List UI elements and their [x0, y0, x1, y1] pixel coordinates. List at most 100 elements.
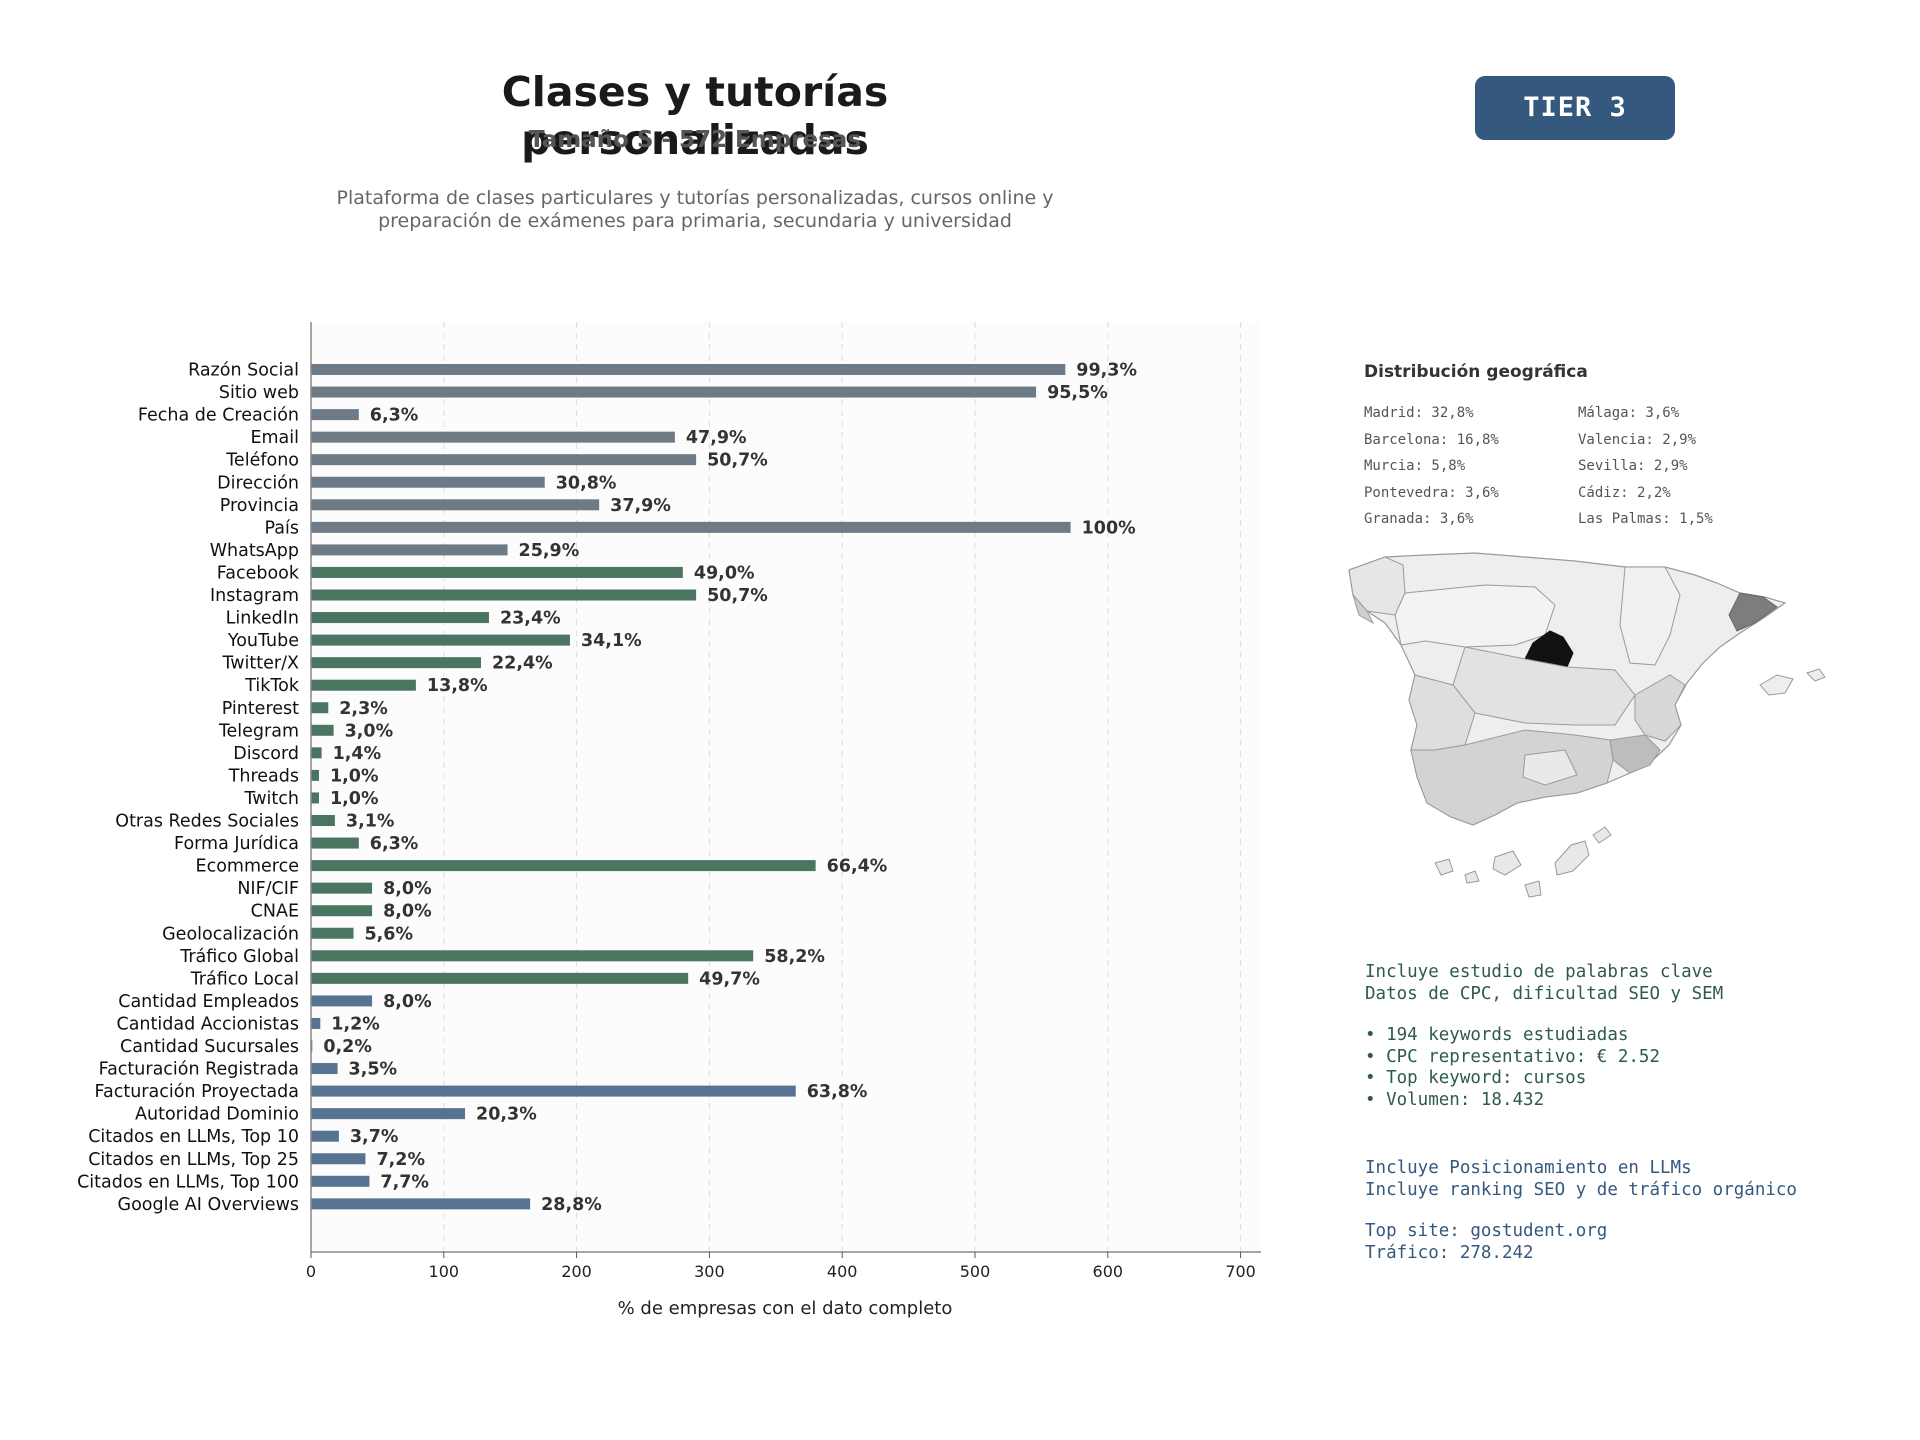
value-label: 58,2% [764, 947, 825, 967]
value-label: 7,2% [376, 1150, 425, 1170]
spain-map [1348, 552, 1826, 898]
bar [311, 702, 329, 714]
bar [311, 927, 354, 939]
category-label: Pinterest [222, 699, 299, 719]
value-label: 63,8% [807, 1082, 868, 1102]
bar [311, 950, 754, 962]
geo-item: Murcia: 5,8% [1364, 458, 1466, 474]
x-tick-label: 300 [694, 1262, 725, 1281]
value-label: 49,0% [694, 563, 755, 583]
region-granada [1522, 749, 1578, 786]
page-subtitle: Tamaño S - 572 Empresas [528, 127, 862, 153]
bar [311, 679, 416, 691]
keywords-info: Incluye estudio de palabras clave Datos d… [1365, 962, 1723, 1111]
category-label: Cantidad Empleados [118, 992, 299, 1012]
value-label: 100% [1082, 518, 1136, 538]
bar [311, 995, 373, 1007]
category-label: Facebook [217, 563, 300, 583]
bar [311, 544, 508, 556]
x-tick-label: 700 [1225, 1262, 1256, 1281]
value-label: 20,3% [476, 1105, 537, 1125]
geo-item: Valencia: 2,9% [1578, 431, 1697, 448]
bar [311, 1085, 796, 1097]
value-label: 50,7% [707, 586, 768, 606]
bar [311, 860, 816, 872]
bar [311, 1198, 531, 1210]
category-label: Fecha de Creación [138, 406, 299, 426]
geo-item: Cádiz: 2,2% [1578, 484, 1671, 501]
region-baleares [1759, 668, 1826, 696]
category-label: Autoridad Dominio [135, 1105, 299, 1125]
category-label: Ecommerce [196, 857, 299, 877]
page-description: Plataforma de clases particulares y tuto… [336, 187, 1054, 232]
value-label: 3,7% [350, 1127, 399, 1147]
bar [311, 837, 359, 849]
value-label: 34,1% [581, 631, 642, 651]
bar [311, 882, 373, 894]
category-label: Teléfono [225, 451, 299, 471]
value-label: 1,4% [333, 744, 382, 764]
value-label: 3,0% [345, 721, 394, 741]
value-label: 47,9% [686, 428, 747, 448]
category-label: YouTube [227, 631, 299, 651]
category-label: Cantidad Accionistas [116, 1014, 299, 1034]
value-label: 66,4% [827, 857, 888, 877]
value-label: 50,7% [707, 451, 768, 471]
spacer [1365, 1005, 1723, 1025]
category-label: Citados en LLMs, Top 25 [88, 1150, 299, 1170]
bar [311, 364, 1066, 375]
category-label: Twitch [243, 789, 299, 809]
value-label: 37,9% [610, 496, 671, 516]
x-ticks: 0 100 200 300 400 500 600 700 [306, 1252, 1256, 1281]
bar [311, 1108, 466, 1120]
category-label: Otras Redes Sociales [115, 812, 299, 832]
value-label: 49,7% [699, 969, 760, 989]
value-label: 7,7% [380, 1172, 429, 1192]
bar [311, 454, 697, 466]
region-canarias [1434, 826, 1612, 898]
geo-item: Pontevedra: 3,6% [1364, 484, 1499, 501]
category-label: Tráfico Global [179, 947, 299, 967]
geo-item: Sevilla: 2,9% [1578, 458, 1688, 474]
category-label: Tráfico Local [190, 969, 299, 989]
category-label: Facturación Proyectada [95, 1082, 299, 1102]
geo-item: Granada: 3,6% [1364, 511, 1474, 527]
value-label: 25,9% [519, 541, 580, 561]
category-label: WhatsApp [210, 541, 299, 561]
bar [311, 1063, 338, 1075]
geo-item: Málaga: 3,6% [1578, 405, 1680, 421]
value-label: 8,0% [383, 992, 432, 1012]
keywords-bullet: • CPC representativo: € 2.52 [1365, 1046, 1661, 1067]
geo-distribution-list: Madrid: 32,8% Málaga: 3,6% Barcelona: 16… [1364, 400, 1804, 533]
keywords-bullet: • 194 keywords estudiadas [1365, 1025, 1629, 1045]
category-label: Dirección [217, 473, 299, 493]
bar [311, 724, 334, 736]
category-label: Provincia [220, 496, 299, 516]
category-label: País [265, 518, 299, 538]
category-label: Facturación Registrada [99, 1060, 299, 1080]
bar [311, 1175, 370, 1187]
value-label: 28,8% [541, 1195, 602, 1215]
bar [311, 1130, 339, 1142]
category-label: Forma Jurídica [174, 834, 299, 854]
keywords-bullet: • Top keyword: cursos [1365, 1068, 1587, 1088]
value-label: 5,6% [364, 924, 413, 944]
tier-badge: TIER 3 [1475, 76, 1675, 140]
geo-item: Las Palmas: 1,5% [1578, 511, 1713, 527]
category-label: TikTok [244, 676, 300, 696]
bar [311, 747, 322, 759]
bar [311, 634, 570, 646]
llm-info: Incluye Posicionamiento en LLMs Incluye r… [1365, 1158, 1797, 1264]
region-barcelona [1728, 592, 1778, 632]
value-label: 13,8% [427, 676, 488, 696]
bar [311, 792, 319, 804]
category-label: Geolocalización [162, 924, 299, 944]
bar [311, 972, 689, 984]
category-label: Citados en LLMs, Top 10 [88, 1127, 299, 1147]
bar [311, 476, 545, 488]
x-tick-label: 400 [827, 1262, 858, 1281]
value-labels: 99,3%95,5% 6,3% 47,9% 50,7% 30,8% 37,9% 100% 25… [323, 361, 1137, 1215]
bar [311, 431, 675, 443]
